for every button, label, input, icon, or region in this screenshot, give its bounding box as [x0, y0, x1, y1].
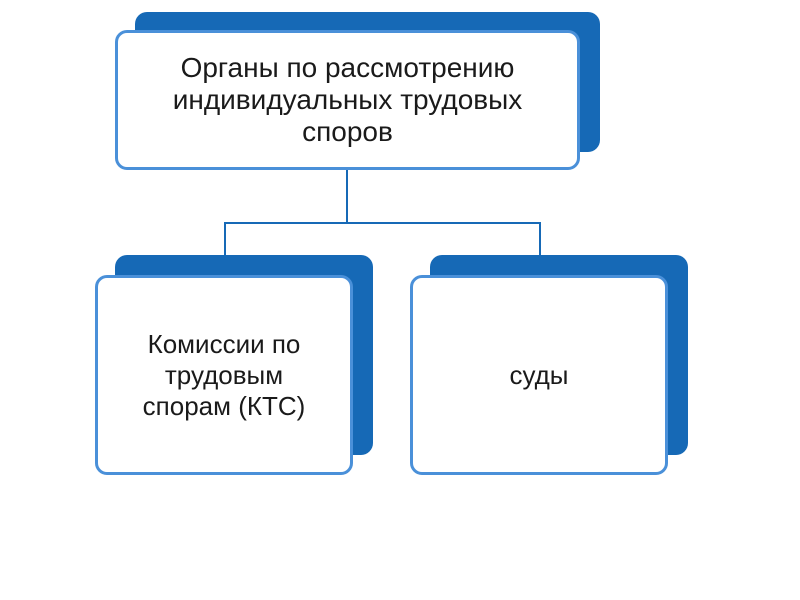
connector-hbar [224, 222, 539, 224]
child-0-front: Комиссии по трудовым спорам (КТС) [95, 275, 353, 475]
child-1-label: суды [433, 360, 645, 391]
child-0-label: Комиссии по трудовым спорам (КТС) [118, 329, 330, 422]
root-front: Органы по рассмотрению индивидуальных тр… [115, 30, 580, 170]
root-label: Органы по рассмотрению индивидуальных тр… [138, 52, 557, 148]
child-1-front: суды [410, 275, 668, 475]
connector-trunk [346, 170, 348, 222]
diagram-canvas: Органы по рассмотрению индивидуальных тр… [0, 0, 800, 600]
